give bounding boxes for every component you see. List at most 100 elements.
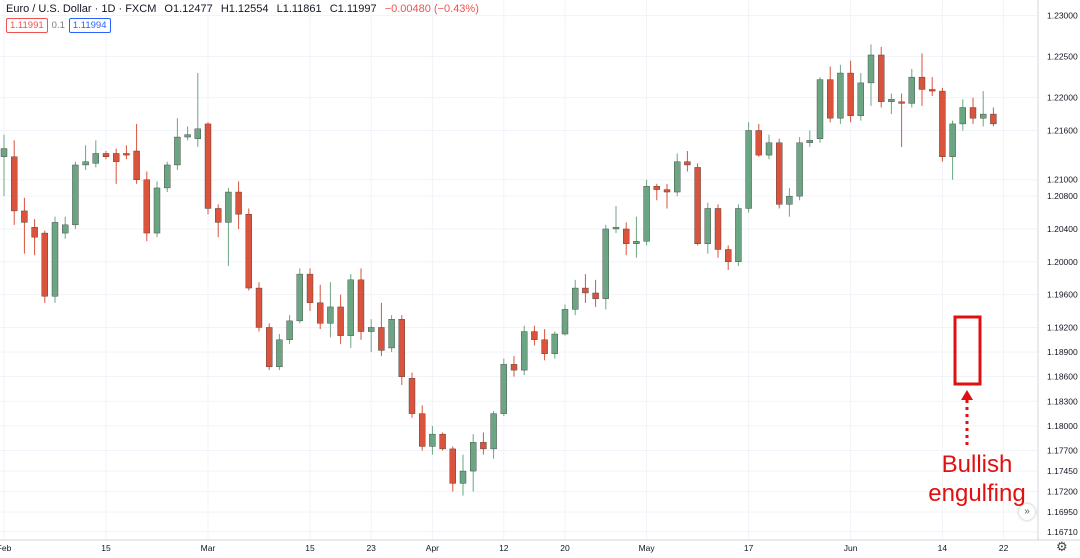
candle-body [245, 213, 253, 289]
candle [796, 137, 803, 201]
candle [112, 148, 120, 184]
candle [255, 282, 263, 332]
candle-body [786, 195, 793, 205]
candle-body [21, 210, 28, 223]
candle-body [378, 327, 385, 351]
candle-body [306, 273, 314, 304]
highlight-box [953, 315, 982, 386]
y-tick-label: 1.20800 [1047, 191, 1078, 201]
candle [235, 181, 242, 229]
candle-body [929, 89, 936, 92]
annotation-line-1: Bullish [941, 451, 1013, 478]
candle [82, 145, 89, 170]
candle-body [225, 191, 232, 223]
candle-body [41, 232, 48, 297]
candle [62, 216, 69, 239]
x-tick-label: May [639, 543, 656, 553]
candle [470, 434, 477, 492]
candle-body [704, 208, 711, 244]
candle [296, 268, 303, 324]
y-tick-label: 1.22500 [1047, 52, 1078, 62]
candle [510, 356, 518, 377]
y-tick-label: 1.21000 [1047, 175, 1078, 185]
candle-body [184, 134, 191, 138]
y-tick-label: 1.18300 [1047, 396, 1078, 406]
sell-button[interactable]: 1.11991 [6, 18, 48, 33]
candle [398, 315, 405, 385]
candle [21, 197, 28, 254]
candle [929, 77, 936, 97]
candle [327, 282, 334, 338]
candle-body [153, 187, 161, 234]
candle [0, 134, 8, 197]
candle [541, 329, 548, 361]
candle [857, 73, 864, 121]
candle [878, 46, 885, 108]
candle [408, 372, 416, 418]
candle-body [143, 179, 151, 234]
candle [980, 91, 987, 127]
buy-button[interactable]: 1.11994 [68, 18, 111, 33]
candle-body [612, 227, 620, 230]
candle-body [102, 153, 110, 157]
candle-body [918, 76, 926, 90]
candle [867, 44, 875, 106]
candle [102, 151, 110, 160]
candle-body [419, 413, 426, 447]
candle [684, 151, 691, 172]
candle [92, 140, 100, 168]
candle-body [347, 279, 354, 336]
candle [959, 99, 966, 131]
high-value: H1.12554 [220, 3, 269, 15]
candle [602, 224, 609, 310]
candle [612, 205, 620, 234]
y-tick-label: 1.19200 [1047, 322, 1078, 332]
candle [735, 204, 742, 266]
candle [531, 325, 538, 346]
candle-body [623, 228, 630, 244]
candle [163, 161, 171, 193]
candle-body [949, 123, 956, 157]
candle [521, 325, 528, 376]
candle-body [214, 208, 222, 223]
candle [806, 130, 813, 147]
y-tick-label: 1.22000 [1047, 93, 1078, 103]
candle-body [990, 113, 997, 125]
candle [347, 274, 354, 348]
candle [184, 126, 191, 141]
candle [663, 183, 671, 209]
double-chevron-icon[interactable]: » [1019, 504, 1035, 520]
y-tick-label: 1.18000 [1047, 421, 1078, 431]
candle [317, 284, 324, 330]
candle [898, 93, 905, 147]
candle [694, 163, 701, 246]
candle [357, 268, 365, 340]
candle-body [112, 153, 120, 162]
candle-body [276, 339, 283, 368]
candle [847, 60, 854, 123]
candle-body [776, 142, 783, 205]
x-tick-label: 14 [938, 543, 948, 553]
y-tick-label: 1.16710 [1047, 527, 1078, 537]
candle [908, 68, 915, 108]
candle-body [194, 128, 202, 139]
candle-body [0, 148, 8, 157]
candle-body [969, 107, 977, 119]
x-tick-label: 23 [366, 543, 376, 553]
symbol-title[interactable]: Euro / U.S. Dollar · 1D · FXCM [6, 3, 157, 15]
candle [133, 123, 140, 184]
candle-body [327, 306, 334, 324]
y-tick-label: 1.21600 [1047, 125, 1078, 135]
candle-body [521, 331, 528, 371]
candle [776, 138, 783, 209]
candle-body [806, 140, 813, 143]
candle [969, 97, 977, 124]
annotation-text: Bullish engulfing [917, 450, 1037, 508]
candle [245, 208, 253, 291]
y-tick-label: 1.18900 [1047, 347, 1078, 357]
gear-icon[interactable]: ⚙ [1056, 539, 1068, 554]
x-tick-label: 15 [305, 543, 315, 553]
candle [439, 432, 446, 451]
candle [337, 294, 344, 344]
